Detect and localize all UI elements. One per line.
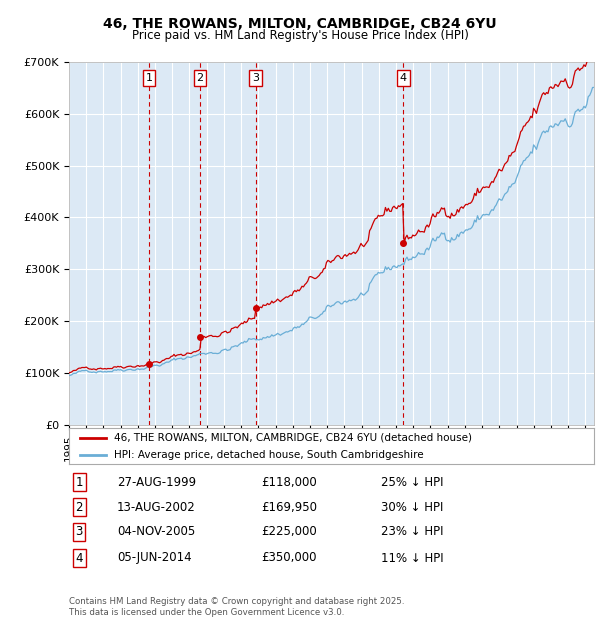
Text: 05-JUN-2014: 05-JUN-2014 xyxy=(117,552,191,564)
Text: 13-AUG-2002: 13-AUG-2002 xyxy=(117,501,196,513)
Text: 11% ↓ HPI: 11% ↓ HPI xyxy=(381,552,443,564)
Text: 2: 2 xyxy=(76,501,83,513)
Text: Price paid vs. HM Land Registry's House Price Index (HPI): Price paid vs. HM Land Registry's House … xyxy=(131,29,469,42)
Text: £169,950: £169,950 xyxy=(261,501,317,513)
Text: 46, THE ROWANS, MILTON, CAMBRIDGE, CB24 6YU (detached house): 46, THE ROWANS, MILTON, CAMBRIDGE, CB24 … xyxy=(113,433,472,443)
Text: £118,000: £118,000 xyxy=(261,476,317,489)
Text: 4: 4 xyxy=(400,73,407,83)
Text: £350,000: £350,000 xyxy=(261,552,317,564)
Text: 30% ↓ HPI: 30% ↓ HPI xyxy=(381,501,443,513)
Text: 25% ↓ HPI: 25% ↓ HPI xyxy=(381,476,443,489)
Text: Contains HM Land Registry data © Crown copyright and database right 2025.
This d: Contains HM Land Registry data © Crown c… xyxy=(69,598,404,617)
Text: 04-NOV-2005: 04-NOV-2005 xyxy=(117,526,195,538)
Text: 4: 4 xyxy=(76,552,83,564)
Text: 46, THE ROWANS, MILTON, CAMBRIDGE, CB24 6YU: 46, THE ROWANS, MILTON, CAMBRIDGE, CB24 … xyxy=(103,17,497,32)
Text: 27-AUG-1999: 27-AUG-1999 xyxy=(117,476,196,489)
Text: 1: 1 xyxy=(146,73,152,83)
Text: 3: 3 xyxy=(76,526,83,538)
Text: 3: 3 xyxy=(252,73,259,83)
Text: £225,000: £225,000 xyxy=(261,526,317,538)
Text: HPI: Average price, detached house, South Cambridgeshire: HPI: Average price, detached house, Sout… xyxy=(113,450,423,460)
Text: 23% ↓ HPI: 23% ↓ HPI xyxy=(381,526,443,538)
Text: 2: 2 xyxy=(196,73,203,83)
Text: 1: 1 xyxy=(76,476,83,489)
